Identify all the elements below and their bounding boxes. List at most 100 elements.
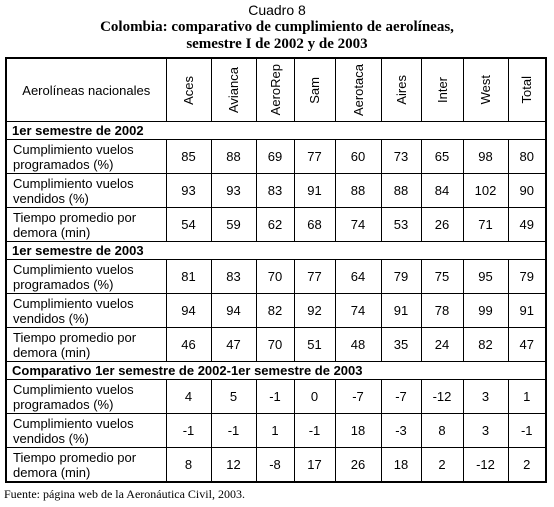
cell-value: 80 — [507, 139, 547, 174]
cell-value: 26 — [420, 207, 464, 242]
cell-value: 71 — [462, 207, 509, 242]
cell-value: -8 — [255, 447, 295, 483]
cell-value: 49 — [507, 207, 547, 242]
table-title: Colombia: comparativo de cumplimiento de… — [100, 19, 454, 35]
cell-value: 94 — [165, 293, 212, 328]
header-row: Aerolíneas nacionales Aces Avianca AeroRep S… — [5, 57, 547, 122]
cell-value: 82 — [462, 327, 509, 362]
cell-value: 65 — [420, 139, 464, 174]
data-row: Cumplimiento vuelos vendidos (%) 94 94 82 92… — [5, 293, 547, 328]
column-header-text: Sam — [307, 76, 322, 104]
column-header: Sam — [293, 57, 336, 122]
column-header: West — [462, 57, 509, 122]
column-header-text: Avianca — [226, 66, 241, 113]
column-header: Aires — [380, 57, 422, 122]
column-header-text: Inter — [434, 76, 450, 103]
cell-value: 95 — [462, 259, 509, 294]
cell-value: 70 — [255, 327, 295, 362]
data-row: Tiempo promedio por demora (min) 46 47 70 51… — [5, 327, 547, 362]
cell-value: 94 — [210, 293, 257, 328]
cell-value: 1 — [507, 379, 547, 414]
cell-value: 77 — [293, 259, 336, 294]
cell-value: -7 — [380, 379, 422, 414]
cell-value: 18 — [334, 413, 382, 448]
data-row: Tiempo promedio por demora (min) 8 12 -8 17 2… — [5, 447, 547, 483]
cell-value: 102 — [462, 173, 509, 208]
cell-value: -1 — [210, 413, 257, 448]
section-row: 1er semestre de 2002 — [5, 121, 547, 140]
cell-value: 84 — [420, 173, 464, 208]
cell-value: -12 — [420, 379, 464, 414]
cell-value: 12 — [210, 447, 257, 483]
data-row: Cumplimiento vuelos programados (%) 4 5 -1 0… — [5, 379, 547, 414]
cell-value: 69 — [255, 139, 295, 174]
cell-value: 5 — [210, 379, 257, 414]
column-header: Avianca — [210, 57, 257, 122]
cell-value: 98 — [462, 139, 509, 174]
cell-value: 4 — [165, 379, 212, 414]
column-header: Inter — [420, 57, 464, 122]
cell-value: -1 — [165, 413, 212, 448]
section-title: 1er semestre de 2002 — [5, 121, 547, 140]
cell-value: 74 — [334, 207, 382, 242]
source-note: Fuente: página web de la Aeronáutica Civ… — [4, 487, 245, 501]
column-header-text: Aces — [181, 75, 196, 105]
column-header: AeroRep — [255, 57, 295, 122]
cell-value: -1 — [507, 413, 547, 448]
column-header-text: West — [478, 75, 493, 105]
cell-value: 3 — [462, 413, 509, 448]
row-label: Cumplimiento vuelos programados (%) — [5, 259, 167, 294]
cell-value: 3 — [462, 379, 509, 414]
cell-value: 92 — [293, 293, 336, 328]
cell-value: 51 — [293, 327, 336, 362]
data-row: Cumplimiento vuelos programados (%) 85 88 6… — [5, 139, 547, 174]
cell-value: 2 — [420, 447, 464, 483]
cell-value: 1 — [255, 413, 295, 448]
section-title: Comparativo 1er semestre de 2002-1er sem… — [5, 361, 547, 380]
data-row: Cumplimiento vuelos vendidos (%) 93 93 83 91… — [5, 173, 547, 208]
table-label: Cuadro 8 — [248, 2, 306, 18]
row-label: Cumplimiento vuelos programados (%) — [5, 139, 167, 174]
cell-value: 8 — [420, 413, 464, 448]
data-row: Tiempo promedio por demora (min) 54 59 62 68… — [5, 207, 547, 242]
cell-value: 54 — [165, 207, 212, 242]
column-header-text: AeroRep — [267, 64, 283, 116]
cell-value: 88 — [380, 173, 422, 208]
cell-value: 91 — [380, 293, 422, 328]
cell-value: 77 — [293, 139, 336, 174]
cell-value: -1 — [293, 413, 336, 448]
cell-value: 47 — [507, 327, 547, 362]
row-label: Cumplimiento vuelos vendidos (%) — [5, 413, 167, 448]
cell-value: 47 — [210, 327, 257, 362]
table-body: 1er semestre de 2002 Cumplimiento vuelos … — [5, 121, 547, 483]
column-header-text: Total — [519, 76, 535, 104]
cell-value: 93 — [210, 173, 257, 208]
cell-value: 64 — [334, 259, 382, 294]
data-row: Cumplimiento vuelos programados (%) 81 83 7… — [5, 259, 547, 294]
cell-value: 0 — [293, 379, 336, 414]
cell-value: 79 — [507, 259, 547, 294]
cell-value: 83 — [210, 259, 257, 294]
column-header: Aerolíneas nacionales — [5, 57, 167, 122]
table-title: semestre I de 2002 y de 2003 — [186, 36, 368, 52]
cell-value: 82 — [255, 293, 295, 328]
section-row: Comparativo 1er semestre de 2002-1er sem… — [5, 361, 547, 380]
column-header-text: Aerotaca — [350, 63, 366, 117]
cell-value: 85 — [165, 139, 212, 174]
cell-value: 24 — [420, 327, 464, 362]
cell-value: 78 — [420, 293, 464, 328]
cell-value: 68 — [293, 207, 336, 242]
data-row: Cumplimiento vuelos vendidos (%) -1 -1 1 -1 1… — [5, 413, 547, 448]
cell-value: 48 — [334, 327, 382, 362]
column-header: Aerotaca — [334, 57, 382, 122]
cell-value: 73 — [380, 139, 422, 174]
cell-value: -12 — [462, 447, 509, 483]
cell-value: 46 — [165, 327, 212, 362]
cell-value: 90 — [507, 173, 547, 208]
cell-value: 75 — [420, 259, 464, 294]
cell-value: 81 — [165, 259, 212, 294]
cell-value: 8 — [165, 447, 212, 483]
cell-value: 91 — [507, 293, 547, 328]
column-header: Total — [507, 57, 547, 122]
cell-value: 83 — [255, 173, 295, 208]
